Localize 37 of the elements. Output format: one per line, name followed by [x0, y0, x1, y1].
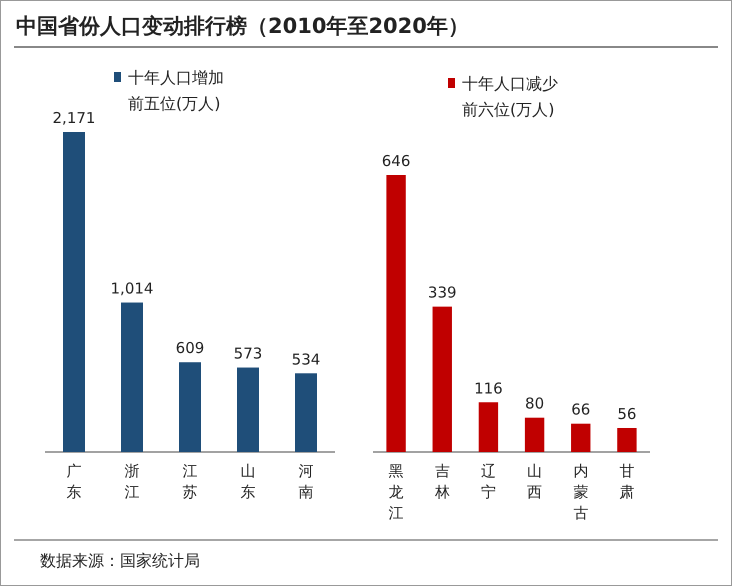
- x-tick-label: 辽宁: [480, 462, 496, 501]
- x-tick-label: 山东: [240, 462, 256, 501]
- bar: [478, 402, 498, 452]
- x-tick-label: 山西: [527, 462, 542, 501]
- data-label: 339: [428, 284, 457, 302]
- data-label: 116: [474, 379, 503, 398]
- data-label: 573: [234, 344, 262, 363]
- x-tick-label: 内蒙古: [573, 462, 588, 522]
- x-tick-label: 吉林: [434, 462, 450, 501]
- bar: [617, 428, 637, 452]
- bar: [386, 175, 406, 452]
- data-label: 609: [176, 339, 204, 358]
- x-tick-label: 浙江: [124, 462, 140, 501]
- legend-label: 十年人口增加前五位(万人): [128, 67, 225, 115]
- source-note: 数据来源：国家统计局: [40, 551, 200, 570]
- bar: [237, 368, 259, 452]
- legend-label: 十年人口减少前六位(万人): [462, 73, 559, 121]
- x-tick-label: 黑龙江: [388, 462, 404, 522]
- data-label: 1,014: [110, 280, 154, 298]
- x-tick-label: 河南: [298, 462, 314, 501]
- data-label: 2,171: [52, 109, 96, 127]
- data-label: 80: [525, 394, 544, 413]
- bar: [295, 373, 317, 452]
- x-tick-label: 广东: [66, 462, 82, 501]
- bar: [524, 418, 544, 452]
- bar: [63, 132, 85, 452]
- bar: [121, 302, 143, 452]
- x-tick-label: 甘肃: [619, 462, 634, 501]
- bar: [571, 424, 590, 452]
- data-label: 56: [617, 404, 636, 423]
- data-label: 534: [292, 350, 320, 368]
- data-label: 66: [571, 400, 590, 419]
- data-label: 646: [382, 152, 410, 170]
- chart-title: 中国省份人口变动排行榜（2010年至2020年）: [16, 14, 469, 38]
- bar: [432, 306, 452, 452]
- bar: [179, 362, 201, 452]
- x-tick-label: 江苏: [182, 462, 198, 501]
